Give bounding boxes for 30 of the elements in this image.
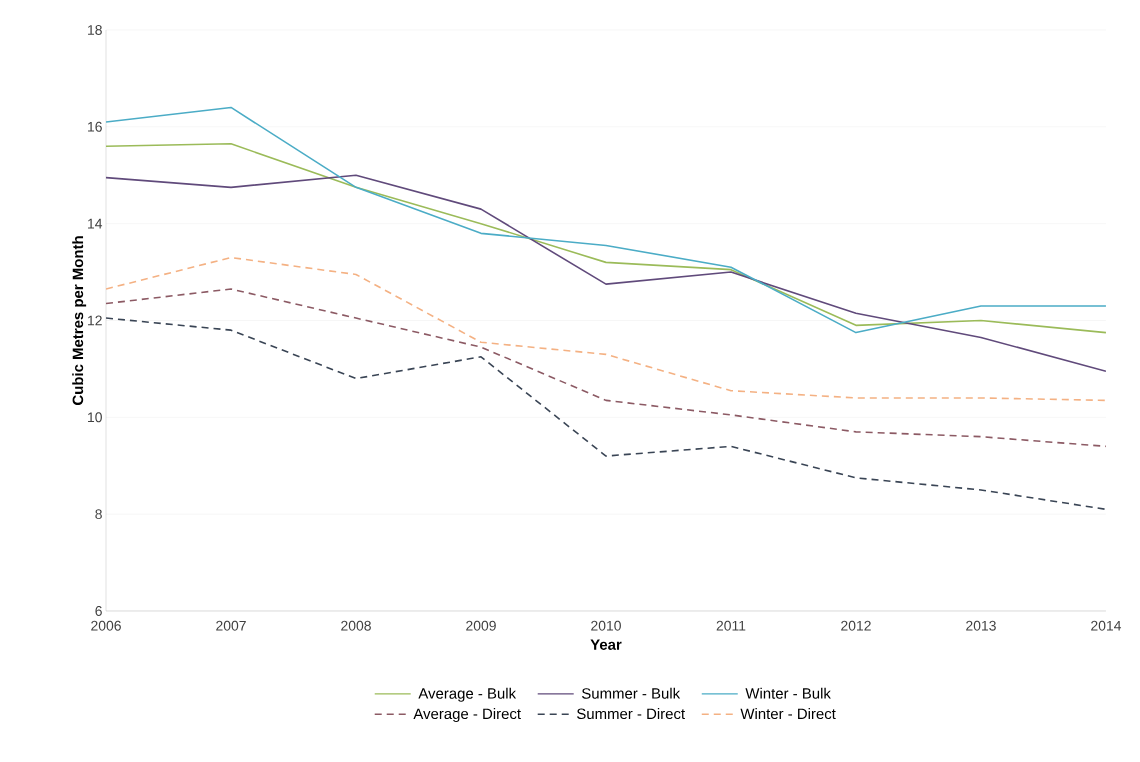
legend-label: Summer - Bulk [582,687,681,699]
y-tick-label: 12 [88,315,102,326]
legend-label: Summer - Direct [577,708,685,720]
y-axis-title: Cubic Metres per Month [72,236,87,405]
line-series [106,106,1106,334]
y-tick-label: 16 [88,121,102,132]
y-tick-label: 6 [95,606,102,616]
x-tick-label: 2012 [841,620,871,631]
x-axis-title: Year [590,639,622,650]
line-series [106,256,1106,402]
x-tick-label: 2008 [341,620,371,631]
x-tick-label: 2010 [591,620,621,631]
x-tick-label: 2014 [1091,620,1122,631]
y-tick-label: 18 [88,25,102,35]
legend-label: Winter - Direct [740,708,836,720]
legend-label: Average - Bulk [418,687,517,702]
y-tick-label: 10 [88,412,102,423]
x-tick-label: 2006 [91,620,121,631]
x-tick-label: 2011 [716,620,746,631]
y-tick-label: 14 [88,218,103,229]
x-tick-label: 2009 [466,620,496,631]
x-tick-label: 2013 [966,620,996,631]
line-series [106,174,1106,373]
line-series [106,288,1106,448]
line-series [106,142,1106,334]
y-tick-label: 8 [95,509,102,520]
legend-label: Winter - Bulk [745,687,831,699]
line-series [106,317,1106,511]
legend-label: Average - Direct [413,708,521,723]
x-tick-label: 2007 [216,620,246,631]
